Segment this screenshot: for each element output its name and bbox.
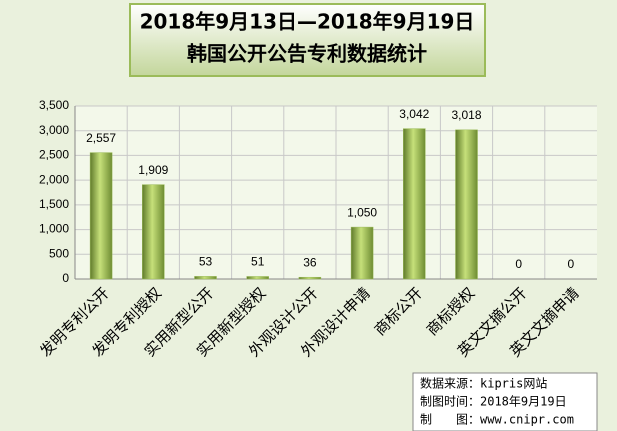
note: 制图时间：2018年9月19日: [420, 395, 567, 409]
value-label: 1,050: [347, 205, 377, 219]
bar: [89, 152, 113, 280]
bar: [403, 128, 426, 280]
bar: [246, 276, 269, 280]
value-label: 0: [568, 257, 575, 271]
value-label: 2,557: [86, 131, 116, 145]
value-label: 3,042: [399, 107, 429, 121]
chart-title: 2018年9月13日—2018年9月19日: [140, 10, 475, 34]
y-tick-label: 1,000: [39, 222, 69, 236]
y-tick-label: 2,500: [39, 148, 69, 162]
bar: [194, 276, 217, 280]
chart-subtitle: 韩国公开公告专利数据统计: [187, 42, 427, 66]
y-tick-label: 0: [62, 271, 69, 285]
y-tick-label: 3,500: [39, 98, 69, 112]
value-label: 1,909: [138, 163, 168, 177]
y-tick-label: 2,000: [39, 172, 69, 186]
y-tick-label: 3,000: [39, 123, 69, 137]
x-tick-label: 商标公开: [371, 284, 426, 339]
value-label: 0: [515, 257, 522, 271]
value-label: 36: [303, 255, 317, 269]
bar: [142, 184, 165, 280]
note: 数据来源：kipris网站: [420, 376, 547, 391]
bar: [455, 129, 478, 280]
note-box: [412, 372, 598, 431]
value-label: 3,018: [451, 108, 481, 122]
value-label: 51: [251, 255, 265, 269]
bar: [298, 276, 322, 280]
y-tick-label: 500: [49, 246, 69, 260]
title-box: [129, 3, 486, 77]
note: 制 图：www.cnipr.com: [420, 413, 574, 427]
y-tick-label: 1,500: [39, 197, 69, 211]
bar: [350, 226, 374, 280]
value-label: 53: [199, 255, 213, 269]
